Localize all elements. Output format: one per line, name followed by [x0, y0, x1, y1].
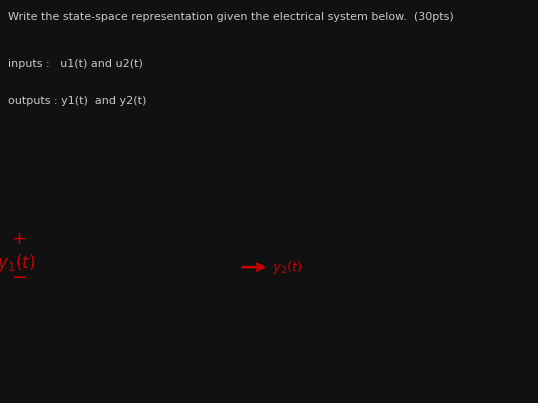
Text: $1F$: $1F$	[339, 168, 359, 184]
Text: $1F$: $1F$	[460, 308, 480, 324]
Text: Write the state-space representation given the electrical system below.  (30pts): Write the state-space representation giv…	[8, 12, 454, 22]
Text: $y_1(t)$: $y_1(t)$	[0, 252, 36, 274]
Text: $y_2(t)$: $y_2(t)$	[272, 259, 302, 276]
Text: $-$: $-$	[11, 266, 27, 285]
Text: inputs :   u1(t) and u2(t): inputs : u1(t) and u2(t)	[8, 59, 143, 69]
Text: $-$: $-$	[245, 316, 258, 331]
Text: $1\Omega$: $1\Omega$	[320, 380, 342, 396]
Text: $1H$: $1H$	[180, 185, 202, 201]
Text: $+$: $+$	[246, 305, 257, 318]
Text: $1F$: $1F$	[369, 175, 389, 191]
Text: $u_2(t)$: $u_2(t)$	[151, 317, 183, 334]
Text: outputs : y1(t)  and y2(t): outputs : y1(t) and y2(t)	[8, 96, 146, 106]
Text: $1\Omega$: $1\Omega$	[124, 239, 146, 256]
Text: $U_1(t)$: $U_1(t)$	[222, 124, 262, 145]
Text: $+$: $+$	[11, 230, 26, 248]
